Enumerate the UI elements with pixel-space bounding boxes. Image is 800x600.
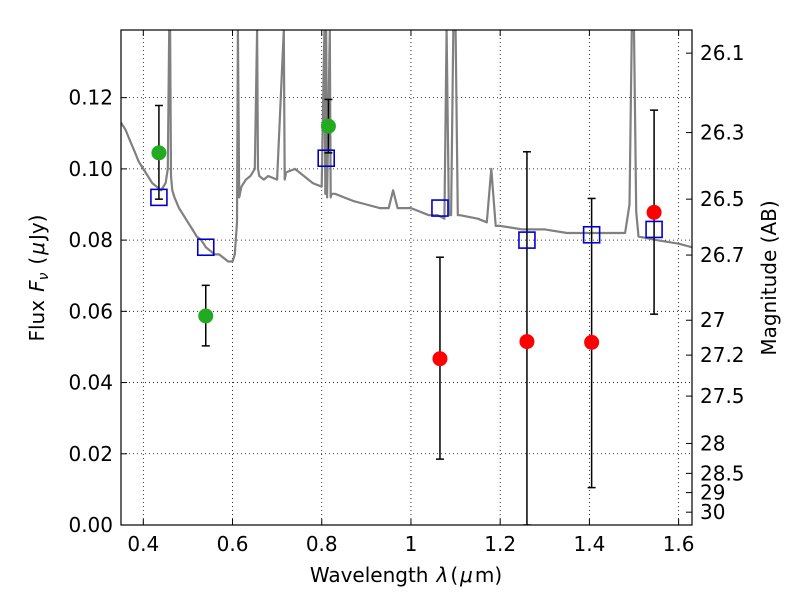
y2-tick-label: 27.5 [700,384,745,408]
spectrum-line [121,30,692,263]
model-point [431,199,449,217]
y2-axis-label: Magnitude (AB) [757,200,781,355]
y2-tick-label: 27.2 [700,343,745,367]
x-tick-label: 1.6 [663,532,695,556]
axis-label-part: λ [435,563,448,587]
detection-point [198,308,214,324]
axis-label-part: ν [36,272,52,280]
model-point [645,220,663,239]
y-tick-label: 0.06 [68,299,113,323]
limit-point [584,334,600,350]
x-tick-label: 0.6 [217,532,249,556]
axis-label-part: Jy) [25,214,49,242]
y-tick-label: 0.00 [68,513,113,537]
y-axis-label: Flux Fν (μJy) [25,214,52,341]
y2-tick-label: 26.3 [700,121,745,145]
grid-lines [121,30,692,526]
axis-label-part: μ [459,563,473,587]
axis-label-part: Flux [25,300,49,342]
limit-point [519,334,535,350]
axis-label-part: Wavelength [310,563,429,587]
model-point [518,231,536,249]
y2-tick-label: 26.7 [700,243,745,267]
y-tick-label: 0.10 [68,157,113,181]
model-point [150,188,168,207]
axis-label-part: F [25,280,49,292]
detection-point [151,145,167,161]
y2-tick-label: 28 [700,431,725,455]
y2-tick-label: 30 [700,500,725,524]
axis-label-part: ( [450,563,458,587]
y2-tick-label: 26.1 [700,41,745,65]
plot-content [121,30,692,525]
limit-point [432,351,448,367]
plot-area [121,30,692,525]
axis-label-part: μ [25,242,49,256]
axis-label-part: ( [25,257,49,265]
x-tick-label: 0.8 [306,532,338,556]
x-tick-label: 1.2 [484,532,516,556]
axes: 0.4 0.6 0.8 1 1.2 1.4 1.6 0.00 0.02 0.04 0.06 0.08 0… [68,30,745,556]
x-tick-label: 1.4 [573,532,605,556]
y-tick-label: 0.02 [68,442,113,466]
limit-point [646,204,662,220]
axis-label-part: m) [475,563,502,587]
plot-frame [120,29,693,526]
y-tick-label: 0.04 [68,371,113,395]
y2-tick-label: 28.5 [700,461,745,485]
y-tick-label: 0.08 [68,228,113,252]
model-point [196,238,215,257]
model-point [317,149,336,168]
detection-point [320,118,336,134]
x-axis-label: Wavelength λ(μ m) [310,563,502,587]
x-tick-label: 0.4 [127,532,159,556]
y2-tick-label: 29 [700,481,725,505]
y2-tick-label: 26.5 [700,187,745,211]
y-tick-label: 0.12 [68,86,113,110]
model-point [582,225,601,244]
x-tick-label: 1 [405,532,418,556]
y2-tick-label: 27 [700,308,725,332]
